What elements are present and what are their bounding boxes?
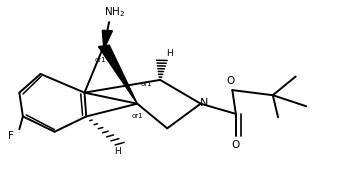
Polygon shape xyxy=(102,30,112,49)
Text: or1: or1 xyxy=(141,81,152,87)
Polygon shape xyxy=(99,45,137,104)
Text: F: F xyxy=(8,131,13,141)
Text: or1: or1 xyxy=(132,113,144,119)
Text: H: H xyxy=(114,147,121,156)
Text: or1: or1 xyxy=(95,56,107,63)
Text: H: H xyxy=(166,49,173,58)
Text: O: O xyxy=(232,140,240,150)
Text: N: N xyxy=(200,98,208,108)
Text: O: O xyxy=(226,76,235,86)
Text: NH$_2$: NH$_2$ xyxy=(104,5,125,19)
